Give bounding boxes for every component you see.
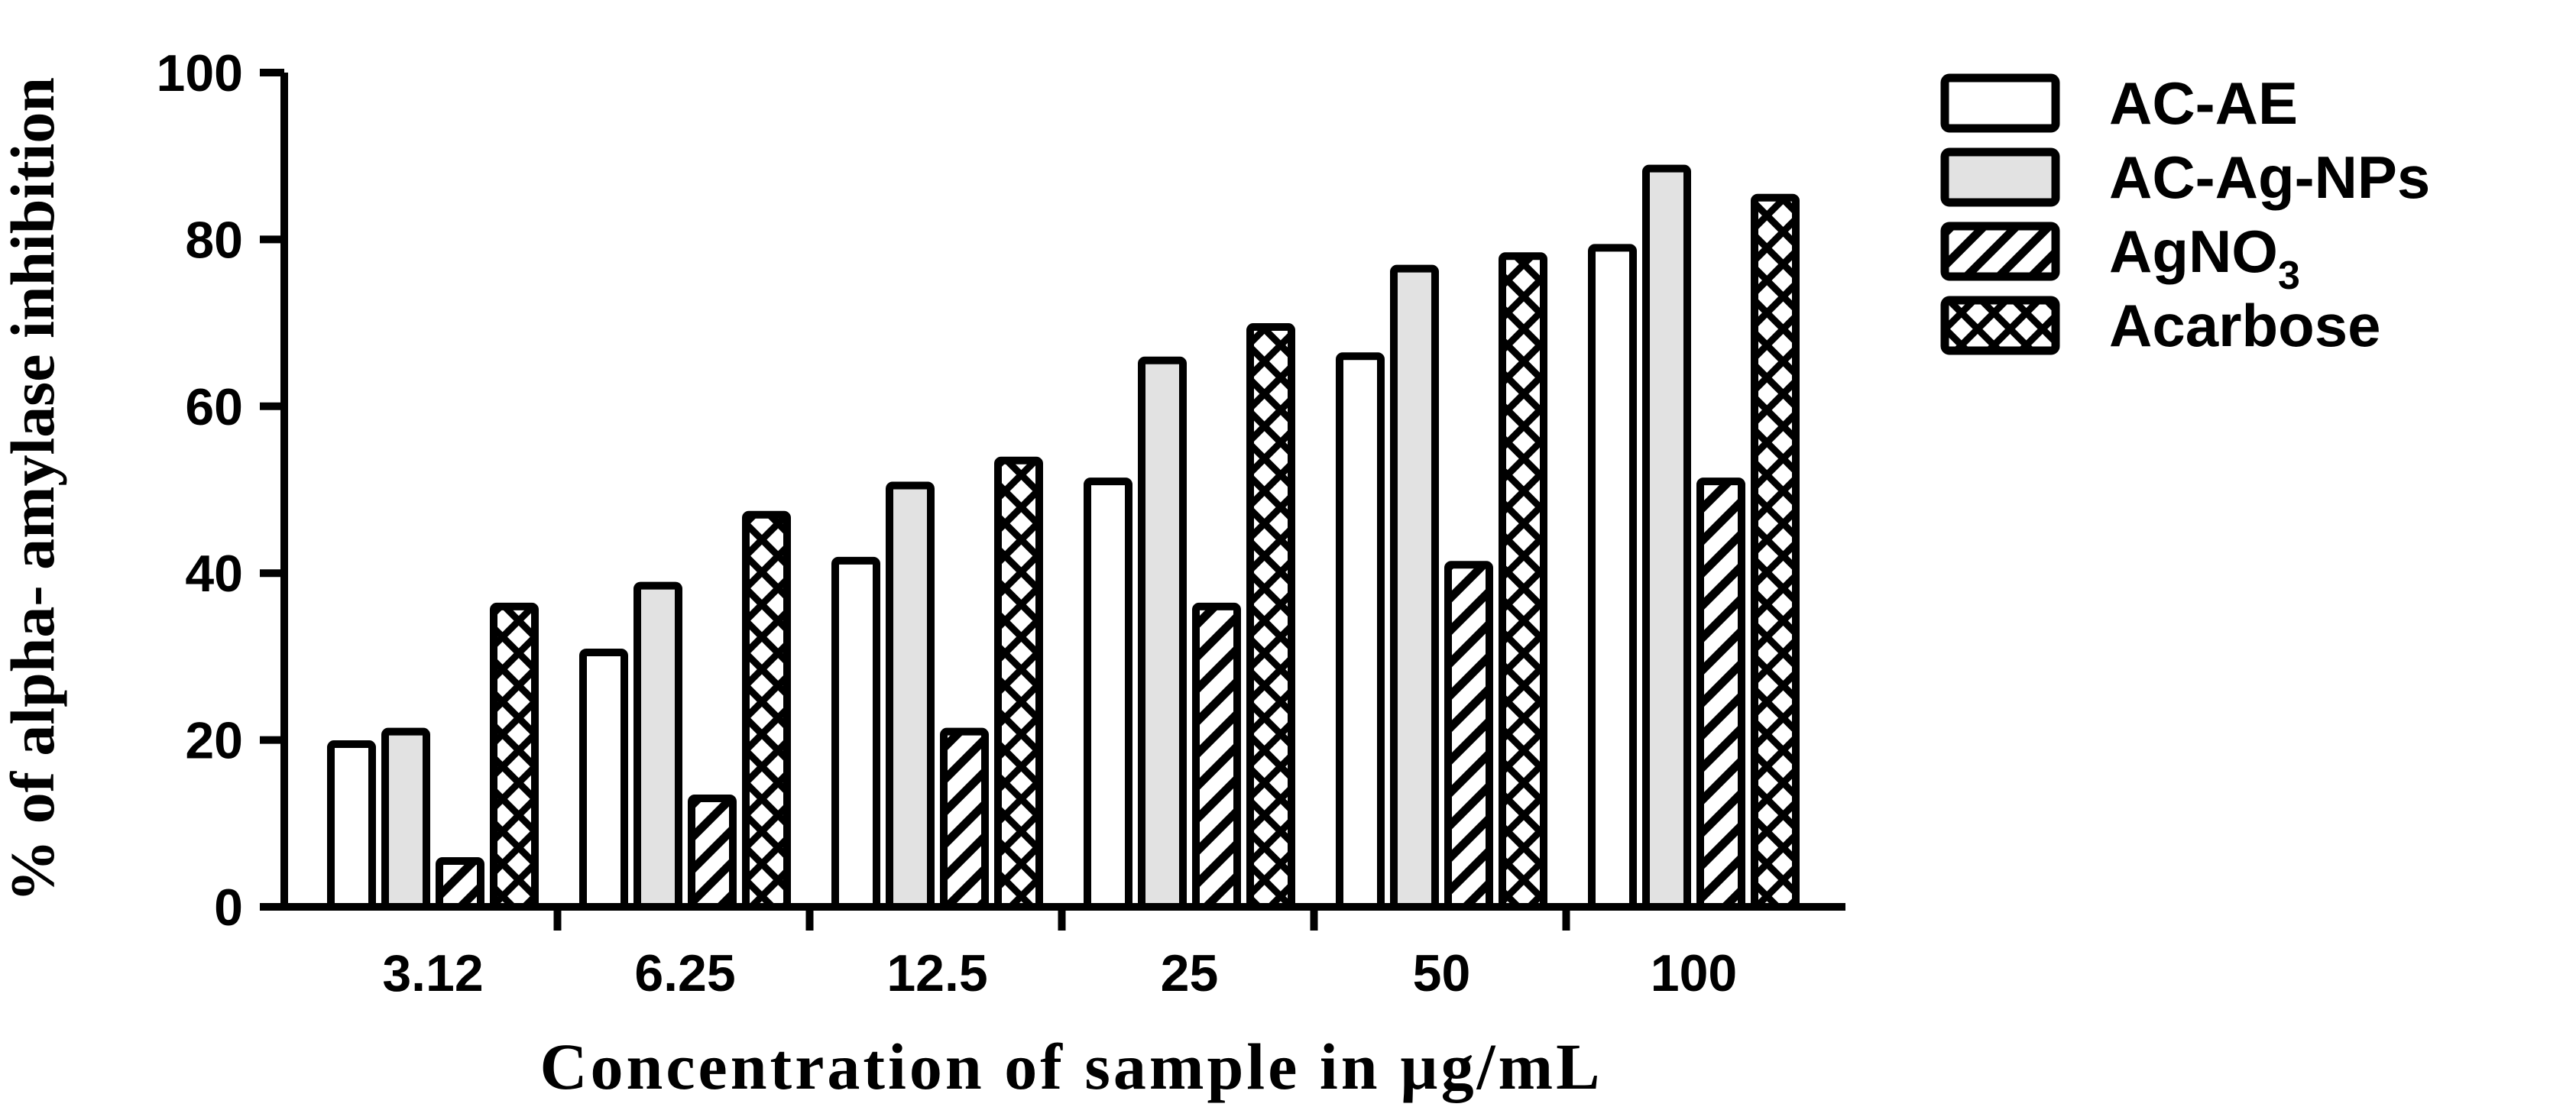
bar-agno-12.5	[940, 727, 989, 911]
bar-ac-ag-nps-25	[1138, 356, 1187, 911]
bar-ac-ae-25	[1084, 477, 1132, 911]
bar-agno-6.25	[688, 795, 737, 911]
bar-ac-ag-nps-12.5	[886, 481, 935, 911]
x-tick-label: 6.25	[634, 944, 735, 1002]
bar-ac-ae-3.12	[327, 740, 376, 911]
legend-label: AC-Ag-NPs	[2109, 144, 2430, 211]
legend-label: AgNO3	[2109, 218, 2300, 298]
x-tick-label: 25	[1161, 944, 1219, 1002]
bar-acarbose-50	[1499, 252, 1547, 911]
bar-acarbose-25	[1246, 323, 1295, 911]
bar-ac-ae-12.5	[831, 556, 880, 911]
bar-ac-ae-100	[1588, 244, 1637, 911]
x-tick-label: 50	[1413, 944, 1471, 1002]
legend-swatch	[1940, 147, 2060, 207]
bar-agno-25	[1192, 602, 1241, 911]
bar-ac-ag-nps-6.25	[633, 581, 682, 911]
y-tick-label: 20	[185, 712, 243, 770]
y-tick-label: 100	[157, 44, 243, 102]
bar-ac-ae-6.25	[579, 648, 628, 911]
y-ticks: 0 20 40 60 80 100	[157, 44, 284, 937]
axes: 0 20 40 60 80 100 3.12 6.25 12.5 25 50 100	[157, 44, 1845, 1002]
legend-swatch	[1940, 222, 2060, 281]
bars	[327, 164, 1800, 911]
y-axis-title: % of alpha- amylase inhibition	[0, 77, 67, 902]
legend-swatch	[1940, 73, 2060, 133]
legend-swatch	[1940, 296, 2060, 355]
bar-ac-ag-nps-100	[1642, 164, 1691, 911]
legend-label: AC-AE	[2109, 70, 2298, 137]
bar-acarbose-6.25	[742, 510, 791, 911]
y-tick-label: 40	[185, 545, 243, 603]
bar-acarbose-100	[1751, 193, 1800, 911]
bar-agno-100	[1696, 477, 1745, 911]
legend-label: Acarbose	[2109, 292, 2381, 359]
bar-agno-3.12	[436, 856, 484, 911]
bar-ac-ae-50	[1336, 352, 1385, 911]
x-tick-label: 100	[1651, 944, 1737, 1002]
y-tick-label: 0	[214, 879, 243, 937]
y-tick-label: 60	[185, 378, 243, 436]
bar-agno-50	[1444, 561, 1493, 911]
bar-ac-ag-nps-3.12	[381, 727, 430, 911]
bar-acarbose-3.12	[490, 602, 539, 911]
x-tick-label: 12.5	[886, 944, 987, 1002]
x-tick-label: 3.12	[382, 944, 483, 1002]
y-tick-label: 80	[185, 211, 243, 269]
x-ticks: 3.12 6.25 12.5 25 50 100	[382, 907, 1737, 1002]
bar-acarbose-12.5	[994, 456, 1043, 911]
bar-ac-ag-nps-50	[1390, 264, 1439, 911]
x-axis-title: Concentration of sample in µg/mL	[540, 1030, 1602, 1103]
